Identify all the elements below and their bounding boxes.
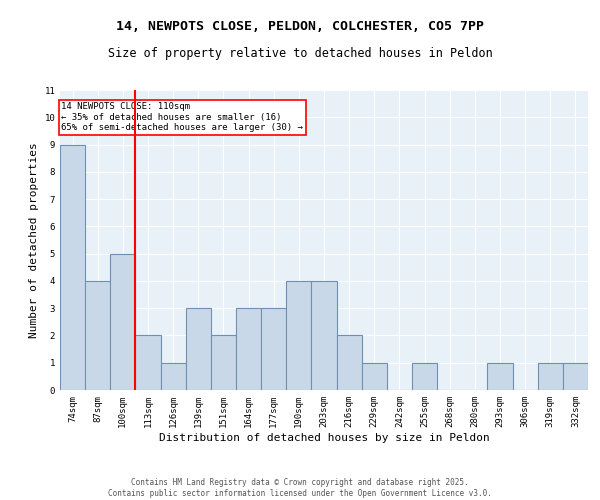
Text: 14 NEWPOTS CLOSE: 110sqm
← 35% of detached houses are smaller (16)
65% of semi-d: 14 NEWPOTS CLOSE: 110sqm ← 35% of detach… bbox=[61, 102, 303, 132]
Bar bbox=[236, 308, 261, 390]
Bar bbox=[60, 144, 85, 390]
Bar bbox=[161, 362, 186, 390]
Bar bbox=[286, 281, 311, 390]
Y-axis label: Number of detached properties: Number of detached properties bbox=[29, 142, 39, 338]
Text: 14, NEWPOTS CLOSE, PELDON, COLCHESTER, CO5 7PP: 14, NEWPOTS CLOSE, PELDON, COLCHESTER, C… bbox=[116, 20, 484, 33]
Bar bbox=[186, 308, 211, 390]
Bar bbox=[538, 362, 563, 390]
Bar bbox=[136, 336, 161, 390]
Bar bbox=[85, 281, 110, 390]
Bar bbox=[110, 254, 136, 390]
Bar bbox=[362, 362, 387, 390]
Bar bbox=[563, 362, 588, 390]
Text: Contains HM Land Registry data © Crown copyright and database right 2025.
Contai: Contains HM Land Registry data © Crown c… bbox=[108, 478, 492, 498]
Text: Size of property relative to detached houses in Peldon: Size of property relative to detached ho… bbox=[107, 48, 493, 60]
Bar bbox=[487, 362, 512, 390]
X-axis label: Distribution of detached houses by size in Peldon: Distribution of detached houses by size … bbox=[158, 432, 490, 442]
Bar bbox=[261, 308, 286, 390]
Bar bbox=[337, 336, 362, 390]
Bar bbox=[311, 281, 337, 390]
Bar bbox=[211, 336, 236, 390]
Bar bbox=[412, 362, 437, 390]
